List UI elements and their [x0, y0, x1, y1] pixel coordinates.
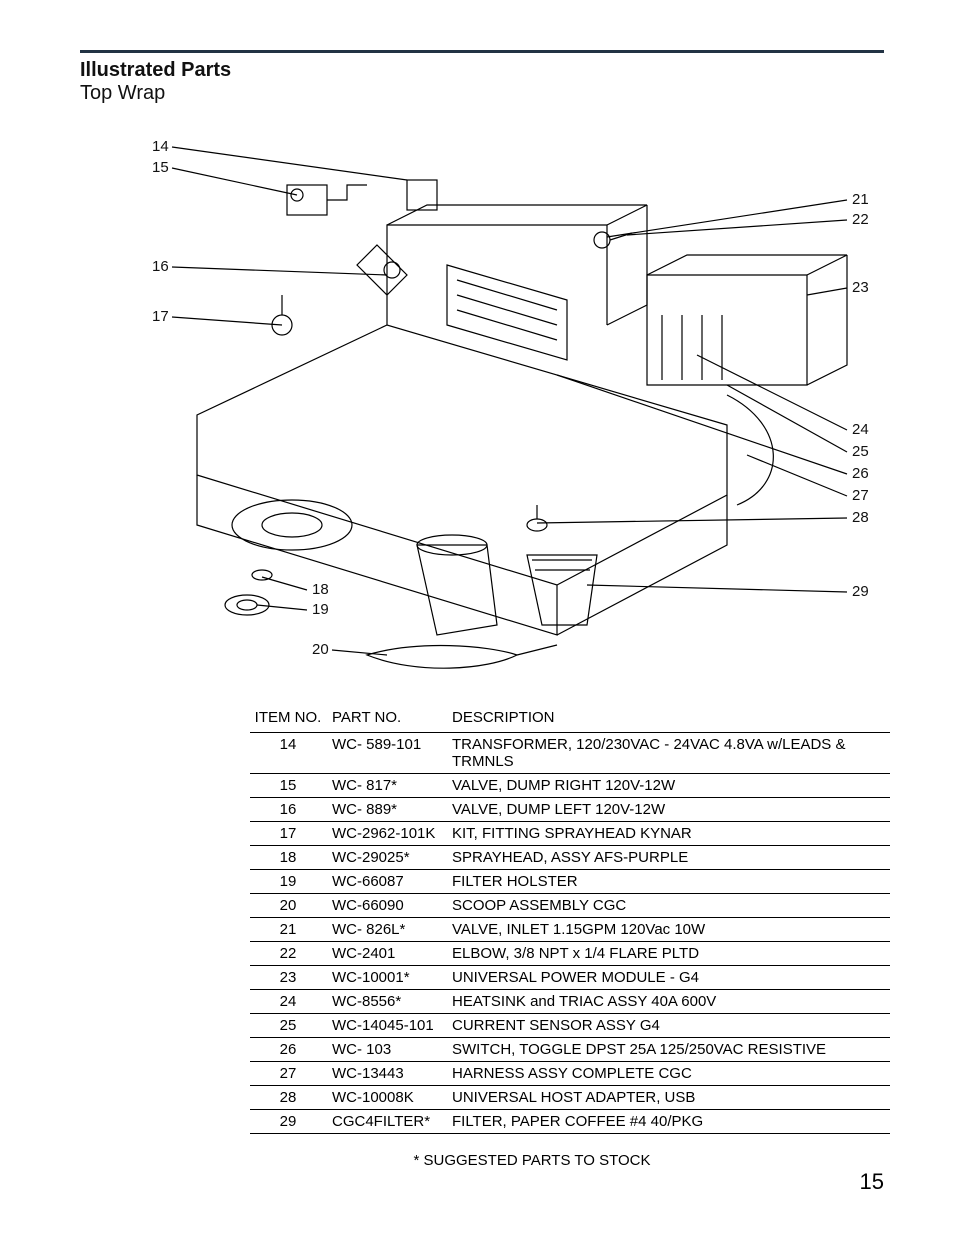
callout-26: 26	[852, 465, 869, 482]
cell-item-no: 15	[250, 774, 330, 798]
page: Illustrated Parts Top Wrap	[0, 0, 954, 1235]
cell-part-no: WC-8556*	[330, 990, 450, 1014]
cell-description: FILTER HOLSTER	[450, 870, 890, 894]
table-header-row: ITEM NO. PART NO. DESCRIPTION	[250, 705, 890, 733]
cell-description: ELBOW, 3/8 NPT x 1/4 FLARE PLTD	[450, 942, 890, 966]
callout-18: 18	[312, 581, 329, 598]
callout-15: 15	[152, 159, 169, 176]
cell-part-no: WC- 889*	[330, 798, 450, 822]
cell-item-no: 25	[250, 1014, 330, 1038]
cell-item-no: 21	[250, 918, 330, 942]
cell-description: FILTER, PAPER COFFEE #4 40/PKG	[450, 1110, 890, 1134]
cell-part-no: WC- 589-101	[330, 733, 450, 774]
cell-item-no: 26	[250, 1038, 330, 1062]
cell-item-no: 27	[250, 1062, 330, 1086]
cell-description: VALVE, DUMP LEFT 120V-12W	[450, 798, 890, 822]
cell-description: SPRAYHEAD, ASSY AFS-PURPLE	[450, 846, 890, 870]
callout-16: 16	[152, 258, 169, 275]
table-row: 16WC- 889*VALVE, DUMP LEFT 120V-12W	[250, 798, 890, 822]
cell-part-no: CGC4FILTER*	[330, 1110, 450, 1134]
callout-21: 21	[852, 191, 869, 208]
exploded-diagram: 14 15 16 17 18 19 20 21 22 23 24 25 26 2…	[87, 125, 877, 685]
cell-part-no: WC- 817*	[330, 774, 450, 798]
cell-part-no: WC- 826L*	[330, 918, 450, 942]
cell-description: VALVE, INLET 1.15GPM 120Vac 10W	[450, 918, 890, 942]
section-subtitle: Top Wrap	[80, 82, 884, 105]
header-rule	[80, 50, 884, 53]
callout-24: 24	[852, 421, 869, 438]
callout-28: 28	[852, 509, 869, 526]
cell-part-no: WC- 103	[330, 1038, 450, 1062]
cell-item-no: 24	[250, 990, 330, 1014]
table-row: 17WC-2962-101KKIT, FITTING SPRAYHEAD KYN…	[250, 822, 890, 846]
table-row: 26WC- 103SWITCH, TOGGLE DPST 25A 125/250…	[250, 1038, 890, 1062]
table-row: 27WC-13443HARNESS ASSY COMPLETE CGC	[250, 1062, 890, 1086]
table-row: 20WC-66090SCOOP ASSEMBLY CGC	[250, 894, 890, 918]
cell-part-no: WC-10008K	[330, 1086, 450, 1110]
col-header-part: PART NO.	[330, 705, 450, 733]
cell-part-no: WC-2962-101K	[330, 822, 450, 846]
cell-part-no: WC-13443	[330, 1062, 450, 1086]
cell-item-no: 28	[250, 1086, 330, 1110]
table-row: 28WC-10008KUNIVERSAL HOST ADAPTER, USB	[250, 1086, 890, 1110]
callout-17: 17	[152, 308, 169, 325]
cell-item-no: 16	[250, 798, 330, 822]
cell-description: SWITCH, TOGGLE DPST 25A 125/250VAC RESIS…	[450, 1038, 890, 1062]
cell-item-no: 20	[250, 894, 330, 918]
col-header-item: ITEM NO.	[250, 705, 330, 733]
cell-description: KIT, FITTING SPRAYHEAD KYNAR	[450, 822, 890, 846]
cell-item-no: 29	[250, 1110, 330, 1134]
cell-description: UNIVERSAL HOST ADAPTER, USB	[450, 1086, 890, 1110]
cell-part-no: WC-66087	[330, 870, 450, 894]
table-row: 29CGC4FILTER*FILTER, PAPER COFFEE #4 40/…	[250, 1110, 890, 1134]
cell-item-no: 22	[250, 942, 330, 966]
table-row: 25WC-14045-101CURRENT SENSOR ASSY G4	[250, 1014, 890, 1038]
parts-table: ITEM NO. PART NO. DESCRIPTION 14WC- 589-…	[250, 705, 890, 1134]
cell-item-no: 19	[250, 870, 330, 894]
table-row: 19WC-66087FILTER HOLSTER	[250, 870, 890, 894]
table-row: 15WC- 817*VALVE, DUMP RIGHT 120V-12W	[250, 774, 890, 798]
cell-description: HARNESS ASSY COMPLETE CGC	[450, 1062, 890, 1086]
callout-25: 25	[852, 443, 869, 460]
callout-23: 23	[852, 279, 869, 296]
cell-item-no: 23	[250, 966, 330, 990]
callout-20: 20	[312, 641, 329, 658]
cell-part-no: WC-29025*	[330, 846, 450, 870]
diagram-svg	[87, 125, 877, 685]
cell-part-no: WC-14045-101	[330, 1014, 450, 1038]
page-number: 15	[860, 1169, 884, 1195]
table-row: 23WC-10001*UNIVERSAL POWER MODULE - G4	[250, 966, 890, 990]
cell-description: VALVE, DUMP RIGHT 120V-12W	[450, 774, 890, 798]
cell-description: TRANSFORMER, 120/230VAC - 24VAC 4.8VA w/…	[450, 733, 890, 774]
cell-part-no: WC-2401	[330, 942, 450, 966]
cell-item-no: 17	[250, 822, 330, 846]
col-header-desc: DESCRIPTION	[450, 705, 890, 733]
callout-14: 14	[152, 138, 169, 155]
table-row: 18WC-29025*SPRAYHEAD, ASSY AFS-PURPLE	[250, 846, 890, 870]
cell-item-no: 18	[250, 846, 330, 870]
table-row: 14WC- 589-101TRANSFORMER, 120/230VAC - 2…	[250, 733, 890, 774]
cell-description: HEATSINK and TRIAC ASSY 40A 600V	[450, 990, 890, 1014]
callout-22: 22	[852, 211, 869, 228]
footnote: * SUGGESTED PARTS TO STOCK	[180, 1152, 884, 1169]
table-row: 21WC- 826L*VALVE, INLET 1.15GPM 120Vac 1…	[250, 918, 890, 942]
section-title: Illustrated Parts	[80, 59, 884, 82]
table-row: 22WC-2401ELBOW, 3/8 NPT x 1/4 FLARE PLTD	[250, 942, 890, 966]
cell-item-no: 14	[250, 733, 330, 774]
cell-description: CURRENT SENSOR ASSY G4	[450, 1014, 890, 1038]
callout-19: 19	[312, 601, 329, 618]
table-row: 24WC-8556*HEATSINK and TRIAC ASSY 40A 60…	[250, 990, 890, 1014]
cell-part-no: WC-66090	[330, 894, 450, 918]
callout-27: 27	[852, 487, 869, 504]
callout-29: 29	[852, 583, 869, 600]
cell-description: SCOOP ASSEMBLY CGC	[450, 894, 890, 918]
cell-part-no: WC-10001*	[330, 966, 450, 990]
cell-description: UNIVERSAL POWER MODULE - G4	[450, 966, 890, 990]
